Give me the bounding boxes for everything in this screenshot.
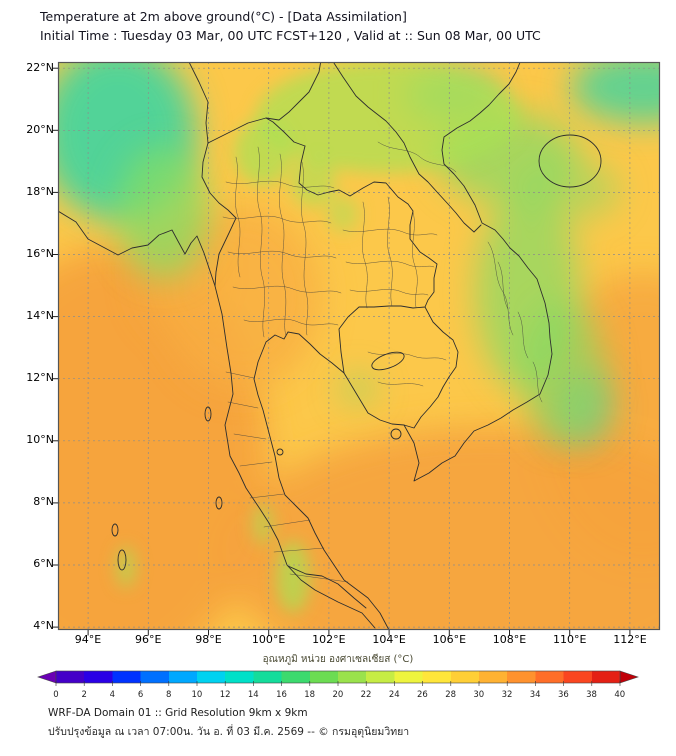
border-north-2 [207, 62, 322, 144]
island-left-2 [111, 523, 119, 537]
island-left-1 [117, 549, 127, 571]
lon-tick-label: 98°E [195, 633, 222, 646]
lon-tick-label: 112°E [613, 633, 647, 646]
border-myanmar-thailand [201, 142, 237, 287]
colorbar-arrow-left-icon [37, 670, 57, 684]
border-cambodia-vietnam [403, 306, 459, 429]
lat-tick-label: 20°N [26, 123, 54, 136]
lat-tick-label: 8°N [33, 495, 54, 508]
lat-tick-label: 12°N [26, 371, 54, 384]
graticule [58, 62, 660, 630]
colorbar-tick-label: 10 [191, 690, 203, 700]
colorbar-tick-label: 32 [501, 690, 513, 700]
colorbar-arrow-right-icon [619, 670, 639, 684]
colorbar-tick-label: 26 [417, 690, 428, 700]
island-myeik [204, 406, 212, 422]
footer-update-info: ปรับปรุงข้อมูล ณ เวลา 07:00น. วัน อ. ที่… [48, 726, 410, 738]
coastline-east [253, 62, 553, 630]
lon-tick-label: 96°E [134, 633, 162, 646]
colorbar-svg [37, 670, 639, 686]
colorbar-tick-label: 2 [81, 690, 87, 700]
border-thailand-laos-cambodia [298, 145, 438, 374]
plot-frame [57, 61, 661, 631]
lat-tick-label: 18°N [26, 185, 54, 198]
coastline-west [58, 210, 376, 629]
map-subtitle: Initial Time : Tuesday 03 Mar, 00 UTC FC… [40, 28, 541, 43]
lat-tick-label: 6°N [33, 557, 54, 570]
island-phuket [215, 496, 223, 510]
map-title: Temperature at 2m above ground(°C) - [Da… [40, 9, 407, 24]
coastlines-borders [58, 62, 602, 630]
border-laos-vietnam [332, 62, 482, 233]
hainan-island [538, 134, 602, 188]
lat-tick-label: 4°N [33, 619, 54, 632]
colorbar-label: อุณหภูมิ หน่วย องศาเซลเซียส (°C) [262, 654, 414, 665]
lon-tick-label: 108°E [492, 633, 527, 646]
colorbar-tick-label: 6 [137, 690, 144, 700]
lon-tick-label: 100°E [251, 633, 286, 646]
lon-tick-label: 102°E [312, 633, 346, 646]
colorbar-tick-label: 30 [473, 690, 485, 700]
lat-tick-label: 16°N [26, 247, 54, 260]
lat-tick-label: 10°N [26, 433, 54, 446]
colorbar-tick-label: 34 [529, 690, 541, 700]
colorbar-tick-label: 22 [360, 690, 372, 700]
province-boundaries [222, 141, 543, 583]
colorbar-tick-label: 0 [53, 690, 59, 700]
colorbar-tick-label: 4 [109, 690, 116, 700]
border-north-1 [188, 62, 209, 144]
colorbar-tick-label: 20 [332, 690, 344, 700]
header: Temperature at 2m above ground(°C) - [Da… [40, 7, 541, 45]
colorbar-tick-label: 14 [247, 690, 259, 700]
colorbar-tick-label: 16 [276, 690, 287, 700]
lon-tick-label: 94°E [74, 633, 102, 646]
latitude-axis: 22°N 20°N 18°N 16°N 14°N 12°N 10°N 8°N 6°N 4°N [14, 60, 54, 634]
colorbar-tick-labels: 0 2 4 6 8 10 12 14 16 18 20 22 24 26 28 30 32 34 36 38 40 [42, 690, 634, 700]
colorbar-tick-label: 36 [557, 690, 569, 700]
lat-tick-label: 22°N [26, 61, 54, 74]
colorbar-tick-label: 24 [388, 690, 400, 700]
lon-tick-label: 110°E [553, 633, 587, 646]
border-thailand-malaysia [287, 565, 367, 609]
lon-tick-label: 106°E [432, 633, 467, 646]
lon-tick-label: 104°E [372, 633, 406, 646]
axis-tick-marks [52, 67, 631, 636]
longitude-axis: 94°E 96°E 98°E 100°E 102°E 104°E 106°E 108°E 110… [68, 633, 650, 646]
colorbar-tick-label: 18 [304, 690, 316, 700]
cool-regions-light [116, 62, 520, 613]
border-golden-triangle [265, 117, 306, 147]
island-phu-quoc [390, 428, 402, 440]
colorbar-tick-label: 28 [445, 690, 457, 700]
footer-domain-info: WRF-DA Domain 01 :: Grid Resolution 9km … [48, 707, 308, 719]
colorbar-tick-label: 40 [614, 690, 626, 700]
island-samui [276, 448, 284, 456]
lat-tick-label: 14°N [26, 309, 54, 322]
temperature-map [52, 61, 661, 636]
colorbar-tick-label: 12 [219, 690, 231, 700]
colorbar-tick-label: 8 [166, 690, 172, 700]
colorbar [36, 669, 640, 689]
colorbar-tick-label: 38 [586, 690, 597, 700]
colorbar-tick-marks [55, 681, 621, 686]
map-plot [52, 61, 661, 636]
